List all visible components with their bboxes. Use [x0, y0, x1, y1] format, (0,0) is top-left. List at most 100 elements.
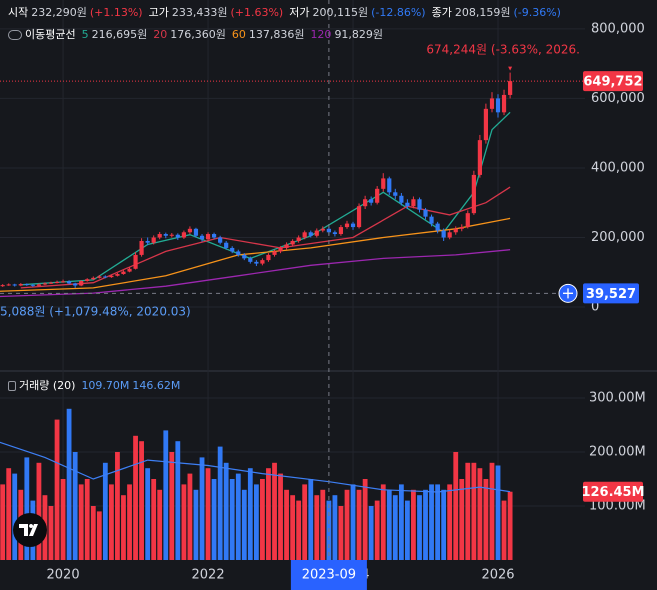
volume-bar: [187, 473, 193, 560]
volume-bar: [217, 446, 223, 560]
candle-body: [6, 284, 11, 286]
y-tick-label: 100.00M: [589, 499, 646, 514]
volume-bar: [229, 479, 235, 560]
candle-body: [308, 232, 313, 236]
volume-bar: [398, 484, 404, 560]
ma-value: 137,836원: [248, 28, 305, 41]
volume-legend-value: 146.62M: [132, 379, 181, 392]
candle-body: [181, 232, 187, 238]
volume-bar: [501, 500, 507, 560]
volume-bar: [477, 468, 483, 560]
candle-body: [501, 94, 507, 113]
x-tick-label: 2020: [47, 568, 80, 583]
volume-bar: [54, 419, 60, 560]
volume-bar: [362, 479, 368, 560]
y-tick-label: 300.00M: [589, 391, 646, 406]
volume-bar: [284, 489, 289, 560]
candle-body: [326, 228, 331, 233]
volume-bar: [435, 484, 441, 560]
candle-body: [284, 244, 289, 248]
candle-body: [332, 232, 338, 235]
volume-bar: [205, 468, 211, 560]
volume-bar: [169, 452, 175, 560]
volume-bar: [181, 484, 187, 560]
volume-bar: [507, 491, 513, 560]
ma-value: 216,695원: [91, 28, 148, 41]
y-tick-label: 0: [591, 300, 599, 315]
volume-bar: [90, 506, 96, 560]
volume-bar: [386, 489, 392, 560]
volume-bar: [266, 468, 271, 560]
candle-body: [169, 234, 174, 236]
candle-body: [508, 81, 513, 95]
candle-body: [151, 237, 156, 243]
last-volume-box: [583, 481, 643, 502]
crosshair-y-box: [583, 283, 639, 304]
candle-body: [205, 234, 211, 240]
volume-bar: [374, 500, 380, 560]
y-tick-label: 400,000: [591, 160, 645, 175]
ma-name: 20: [153, 28, 168, 41]
candle-body: [266, 254, 271, 261]
volume-bar: [121, 495, 126, 560]
candle-body: [423, 209, 428, 217]
volume-bar: [308, 479, 314, 560]
volume-bar: [471, 462, 477, 560]
candle-body: [133, 254, 138, 269]
candle-body: [477, 140, 482, 175]
volume-bar: [423, 489, 428, 560]
candle-body: [453, 228, 458, 233]
candle-body: [121, 271, 126, 275]
legend-label: 종가: [431, 6, 452, 19]
candle-body: [60, 281, 66, 283]
high-marker: [508, 66, 513, 71]
volume-bar: [109, 484, 114, 560]
candle-body: [91, 277, 96, 280]
legend-value: 208,159원: [454, 6, 511, 19]
volume-bar: [302, 484, 308, 560]
candle-body: [489, 98, 495, 109]
legend-value: 200,115원: [312, 6, 369, 19]
volume-bar: [350, 484, 356, 560]
add-icon: [563, 288, 573, 299]
candle-body: [350, 223, 356, 228]
volume-bar: [495, 465, 501, 560]
candle-body: [356, 206, 362, 228]
candle-body: [157, 234, 162, 238]
volume-bar: [392, 495, 398, 560]
candle-body: [260, 260, 265, 264]
volume-bar: [6, 468, 12, 560]
candle-body: [193, 228, 199, 236]
ma-value: 91,829원: [334, 28, 384, 41]
crosshair-x-label: 2023-09: [302, 568, 356, 583]
candle-body: [435, 223, 440, 231]
volume-bar: [12, 473, 18, 560]
candle-body: [465, 213, 470, 228]
volume-bar: [193, 489, 199, 560]
ma-name: 5: [81, 28, 89, 41]
candle-body: [471, 174, 476, 214]
legend-label: 저가: [289, 6, 310, 19]
volume-bar: [96, 511, 102, 560]
volume-bar: [404, 500, 410, 560]
candle-body: [127, 268, 132, 272]
y-tick-label: 600,000: [591, 91, 645, 106]
legend-value: 233,433원: [171, 6, 228, 19]
candle-body: [12, 284, 17, 286]
ohlc-legend: 시작 232,290원 (+1.13%) 고가 233,433원 (+1.63%) 저가 20…: [8, 4, 567, 20]
ma-line: [20, 186, 511, 289]
candle-body: [115, 274, 120, 276]
volume-bar: [241, 489, 247, 560]
candle-body: [278, 247, 283, 252]
ma-legend: 이동평균선 5 216,695원 20 176,360원 60 137,836원 120 91,…: [8, 26, 389, 42]
candle-body: [296, 237, 301, 241]
y-tick-label: 800,000: [591, 21, 645, 36]
volume-bar: [453, 452, 459, 560]
y-tick-label: 200,000: [591, 230, 645, 245]
candle-body: [187, 228, 193, 233]
volume-bar: [483, 479, 489, 560]
candle-body: [97, 276, 102, 278]
volume-bar: [48, 506, 54, 560]
volume-bar: [247, 468, 253, 560]
